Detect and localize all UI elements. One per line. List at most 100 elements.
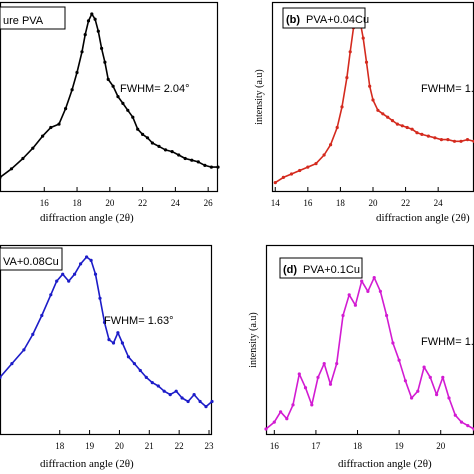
data-point [132,362,136,366]
data-point [345,76,349,80]
data-point [90,12,94,16]
data-point [170,150,174,154]
x-tick-label: 24 [434,198,444,208]
data-point [145,136,150,140]
data-point [180,396,184,400]
data-point [435,393,439,397]
data-point [31,146,35,150]
data-point [49,293,53,297]
fwhm-annotation: FWHM= 1.63° [104,315,174,327]
data-point [86,19,91,23]
data-point [102,320,107,324]
x-axis-label: diffraction angle (2θ) [376,212,470,224]
x-tick-label: 20 [115,441,125,451]
data-point [192,393,196,397]
data-point [303,386,308,390]
fwhm-annotation: FWHM= 1.6 [421,83,474,95]
data-point [186,399,190,404]
data-point [190,158,194,162]
x-axis-label: diffraction angle (2θ) [40,212,134,224]
data-point [410,396,414,400]
data-point [341,313,345,318]
data-point [70,88,74,92]
data-point [347,293,351,297]
data-point [126,108,130,112]
data-point [416,389,420,393]
fwhm-annotation: FWHM= 1. [421,336,474,348]
data-point [298,168,302,173]
x-tick-label: 26 [204,198,214,208]
data-point [41,134,45,138]
data-point [279,410,283,414]
data-point [111,84,115,88]
data-point [372,276,376,280]
data-point [40,313,44,318]
data-point [138,368,142,373]
data-point [203,163,207,167]
data-point [116,95,120,99]
x-tick-label: 16 [270,441,280,451]
data-point [378,289,382,293]
data-point [150,141,154,145]
data-point [121,101,125,105]
x-tick-label: 19 [85,441,95,451]
data-point [322,362,326,366]
data-point [335,362,339,366]
data-point [289,172,294,176]
data-point [79,262,83,266]
data-point [439,138,443,142]
data-point [21,156,25,161]
data-point [0,375,2,379]
chart-panel-1: 16 18 20 22 24 26 ure PVA FWHM= 2.04° diffractio… [0,1,220,224]
y-axis-label: intensity (a.u) [254,69,265,125]
data-point [93,272,98,276]
data-point [183,156,187,161]
data-point [364,60,369,64]
data-point [85,255,89,259]
data-point [452,139,457,143]
data-point [198,399,202,404]
data-point [10,362,14,366]
data-point [22,348,26,352]
data-point [459,139,463,143]
data-point [264,427,268,431]
x-tick-label: 19 [395,441,405,451]
data-point [400,124,404,128]
x-tick-label: 16 [40,198,50,208]
data-point [403,379,407,383]
data-point [322,153,326,157]
data-point [93,17,97,21]
data-point [111,341,116,345]
series-line [265,276,474,430]
data-point [100,46,104,51]
panel-label-box [282,7,366,29]
data-point [120,341,124,345]
data-point [80,50,84,54]
data-point [106,77,110,81]
data-point [98,296,102,300]
data-point [196,160,200,164]
data-point [353,303,357,307]
data-point [391,341,395,345]
data-point [397,358,401,362]
data-point [210,399,214,404]
x-tick-label: 14 [271,198,281,208]
data-point [385,313,389,318]
data-point [73,272,77,276]
data-point [368,84,372,88]
data-point [136,127,140,131]
x-tick-label: 18 [353,441,363,451]
data-point [204,405,208,409]
data-point [390,119,395,123]
data-point [126,355,130,359]
data-point [174,389,178,393]
data-point [55,279,59,283]
data-point [141,132,145,136]
x-tick-label: 22 [138,198,147,208]
series-line [0,13,218,179]
y-axis-label: intensity (a.u) [248,312,259,368]
panel-label-box [279,257,363,279]
data-point [75,70,79,75]
data-point [177,153,181,157]
